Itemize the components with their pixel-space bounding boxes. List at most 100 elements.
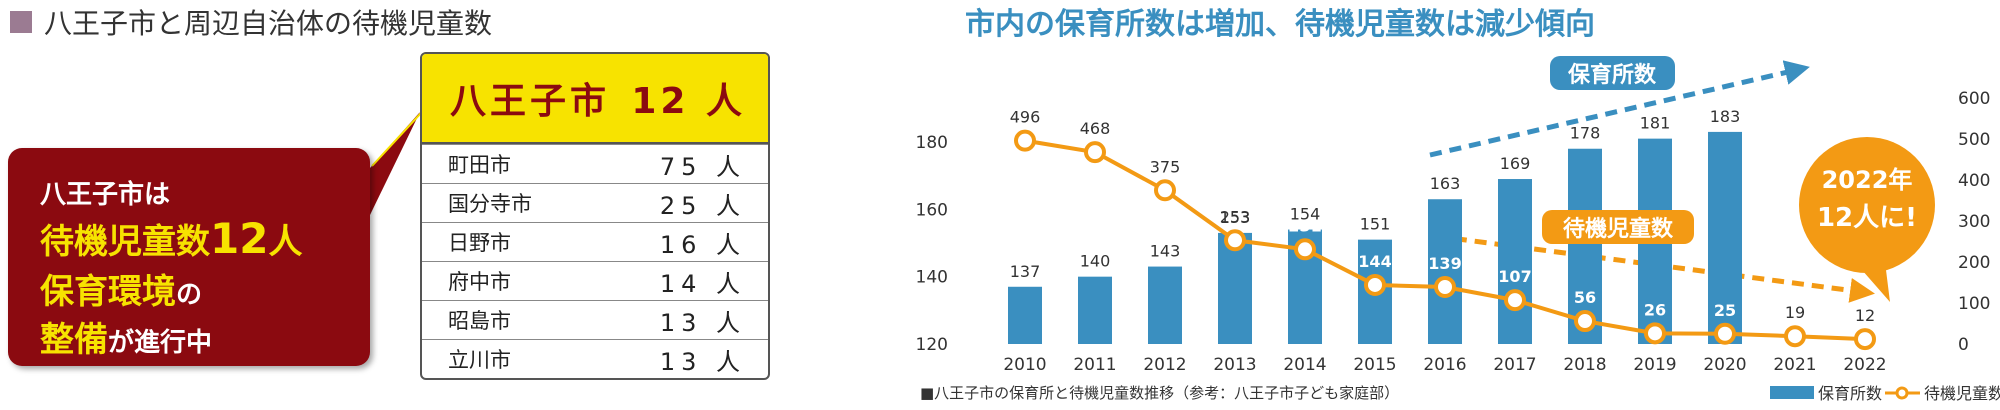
legend-bar-swatch <box>1770 386 1814 399</box>
line-label: 139 <box>1428 254 1461 273</box>
line-label: 25 <box>1714 301 1736 320</box>
table-row: 立川市 13 人 <box>422 339 768 378</box>
left-axis-tick: 180 <box>916 133 948 153</box>
legend-line-label: 待機児童数 <box>1924 384 2000 403</box>
callout-box: 八王子市は 待機児童数12人 保育環境の 整備が進行中 <box>8 148 370 366</box>
section-title-text: 八王子市と周辺自治体の待機児童数 <box>44 7 493 40</box>
left-axis-tick: 120 <box>916 335 948 355</box>
row-city: 町田市 <box>448 153 511 177</box>
table-row: 府中市 14 人 <box>422 261 768 300</box>
callout-line3-b: の <box>176 280 203 310</box>
bar <box>1428 199 1462 344</box>
line-label: 231 <box>1288 216 1321 235</box>
result-badge-tail <box>1855 262 1890 302</box>
callout-line4-a: 整備 <box>40 320 108 360</box>
callout-line4: 整備が進行中 <box>40 312 212 361</box>
callout-line2-c: 人 <box>268 222 303 262</box>
row-city: 府中市 <box>448 270 511 294</box>
line-point <box>1784 325 1806 348</box>
highlight-row: 八王子市 12 人 <box>422 54 768 144</box>
bar-label: 153 <box>1220 208 1251 227</box>
nurseries-trend-arrow <box>1429 60 1810 158</box>
chart-panel: 市内の保育所数は増加、待機児童数は減少傾向 120 140 160 180 0 100 20… <box>900 0 2000 406</box>
row-city: 国分寺市 <box>448 192 532 216</box>
row-count: 14 人 <box>659 269 746 298</box>
left-axis-tick: 160 <box>916 200 948 220</box>
table-row: 町田市 75 人 <box>422 144 768 183</box>
result-badge-line2: 12人に! <box>1817 203 1917 233</box>
waiting-badge <box>1542 210 1694 244</box>
bar-label: 143 <box>1150 242 1181 261</box>
x-axis-tick: 2021 <box>1773 355 1816 375</box>
nurseries-badge <box>1550 56 1675 90</box>
line-point <box>1434 276 1456 299</box>
chart-svg: 市内の保育所数は増加、待機児童数は減少傾向 120 140 160 180 0 100 20… <box>916 7 2000 403</box>
row-count: 13 人 <box>659 308 746 337</box>
x-axis-tick: 2011 <box>1073 355 1116 375</box>
row-count: 25 人 <box>659 191 746 220</box>
highlight-city: 八王子市 <box>450 81 611 122</box>
row-count: 75 人 <box>659 152 746 181</box>
right-axis-tick: 0 <box>1958 335 1969 355</box>
result-badge-line1: 2022年 <box>1822 166 1913 194</box>
right-axis-tick: 100 <box>1958 294 1990 314</box>
section-marker-icon <box>10 11 32 33</box>
x-axis-tick: 2015 <box>1353 355 1396 375</box>
x-axis-tick: 2016 <box>1423 355 1466 375</box>
line-label: 12 <box>1855 306 1875 325</box>
line-label: 253 <box>1220 207 1251 226</box>
line-point <box>1574 310 1596 333</box>
callout-line2: 待機児童数12人 <box>40 214 302 263</box>
bar <box>1218 232 1252 344</box>
right-axis-tick: 200 <box>1958 253 1990 273</box>
highlight-count: 12 人 <box>631 81 746 122</box>
table-row: 国分寺市 25 人 <box>422 183 768 222</box>
bar <box>1008 286 1042 344</box>
x-axis-tick: 2017 <box>1493 355 1536 375</box>
line-point <box>1014 129 1036 152</box>
line-point <box>1294 238 1316 261</box>
x-axis-tick: 2010 <box>1003 355 1046 375</box>
chart-title: 市内の保育所数は増加、待機児童数は減少傾向 <box>965 7 1595 42</box>
bar-label: 181 <box>1640 114 1671 133</box>
right-axis-tick: 600 <box>1958 89 1990 109</box>
left-panel: 八王子市と周辺自治体の待機児童数 八王子市は 待機児童数12人 保育環境の 整備… <box>0 0 790 406</box>
right-axis-tick: 300 <box>1958 212 1990 232</box>
x-axis-tick: 2022 <box>1843 355 1886 375</box>
left-axis-tick: 140 <box>916 268 948 288</box>
callout-line2-a: 待機児童数 <box>40 222 210 262</box>
source-note: ■八王子市の保育所と待機児童数推移（参考：八王子市子ども家庭部） <box>920 384 1399 402</box>
bar-label: 183 <box>1710 107 1741 126</box>
waiting-children-table: 八王子市 12 人 町田市 75 人 国分寺市 25 人 日野市 16 人 府中市 14… <box>420 52 770 380</box>
bar-label: 178 <box>1570 124 1601 143</box>
line-label: 496 <box>1010 108 1041 127</box>
row-count: 16 人 <box>659 230 746 259</box>
bar-label: 169 <box>1500 154 1531 173</box>
legend-line-marker <box>1895 386 1909 400</box>
waiting-trend-arrow <box>1434 233 1875 303</box>
callout-line1: 八王子市は <box>40 180 171 210</box>
line-label: 468 <box>1080 119 1111 138</box>
x-axis-tick: 2012 <box>1143 355 1186 375</box>
bar-label: 140 <box>1080 252 1111 271</box>
line-point <box>1714 322 1736 345</box>
waiting-badge-text: 待機児童数 <box>1563 216 1674 242</box>
row-city: 立川市 <box>448 348 511 372</box>
result-badge <box>1799 137 1935 273</box>
line-point <box>1224 229 1246 252</box>
x-axis-tick: 2018 <box>1563 355 1606 375</box>
line-label: 26 <box>1644 300 1666 319</box>
x-axis-tick: 2013 <box>1213 355 1256 375</box>
line-label: 107 <box>1498 267 1531 286</box>
callout-line3: 保育環境の <box>40 264 202 313</box>
right-axis-tick: 500 <box>1958 130 1990 150</box>
line-label: 19 <box>1785 303 1805 322</box>
line-label: 375 <box>1150 157 1181 176</box>
line-label: 56 <box>1574 288 1596 307</box>
line-point <box>1084 141 1106 164</box>
bar <box>1708 131 1742 344</box>
bar-label: 154 <box>1290 205 1321 224</box>
line-point <box>1364 273 1386 296</box>
x-axis-tick: 2014 <box>1283 355 1326 375</box>
right-axis-tick: 400 <box>1958 171 1990 191</box>
